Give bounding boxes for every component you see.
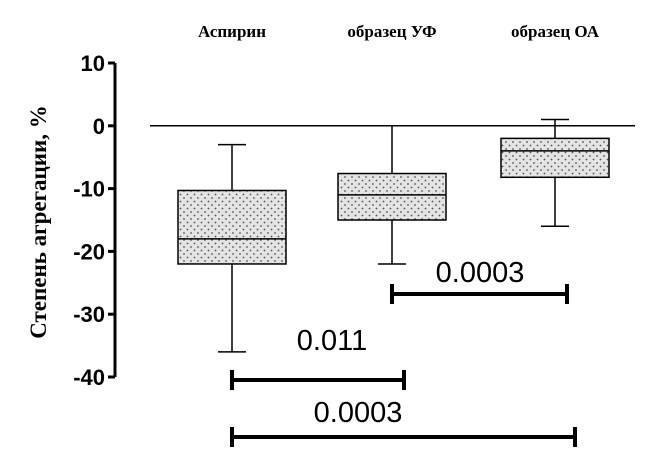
boxes bbox=[177, 118, 610, 353]
y-tick-label: -30 bbox=[73, 302, 105, 327]
y-axis-label: Степень агрегации, % bbox=[26, 105, 51, 339]
box-2 bbox=[337, 125, 447, 265]
p-value-label: 0.0003 bbox=[436, 257, 525, 289]
y-tick-label: 10 bbox=[81, 51, 105, 76]
box-body bbox=[337, 172, 447, 221]
y-tick-label: 0 bbox=[93, 114, 105, 139]
box-3 bbox=[500, 118, 610, 228]
box-body bbox=[500, 137, 610, 179]
category-label: образец ОА bbox=[511, 22, 600, 41]
p-value-label: 0.0003 bbox=[314, 397, 403, 429]
box-body bbox=[177, 189, 287, 265]
category-labels: Аспирин образец УФ образец ОА bbox=[198, 22, 600, 41]
y-tick-label: -20 bbox=[73, 239, 105, 264]
y-tick-label: -10 bbox=[73, 177, 105, 202]
box-1 bbox=[177, 143, 287, 353]
y-axis: 10 0 -10 -20 -30 -40 bbox=[73, 51, 117, 390]
category-label: Аспирин bbox=[198, 22, 266, 41]
y-tick-label: -40 bbox=[73, 365, 105, 390]
comparison-3: 0.0003 bbox=[230, 397, 577, 447]
comparison-1: 0.0003 bbox=[390, 257, 569, 304]
comparison-2: 0.011 bbox=[230, 325, 406, 390]
p-value-label: 0.011 bbox=[297, 325, 367, 357]
significance-brackets: 0.0003 0.011 0.0003 bbox=[230, 257, 577, 447]
category-label: образец УФ bbox=[347, 22, 436, 41]
